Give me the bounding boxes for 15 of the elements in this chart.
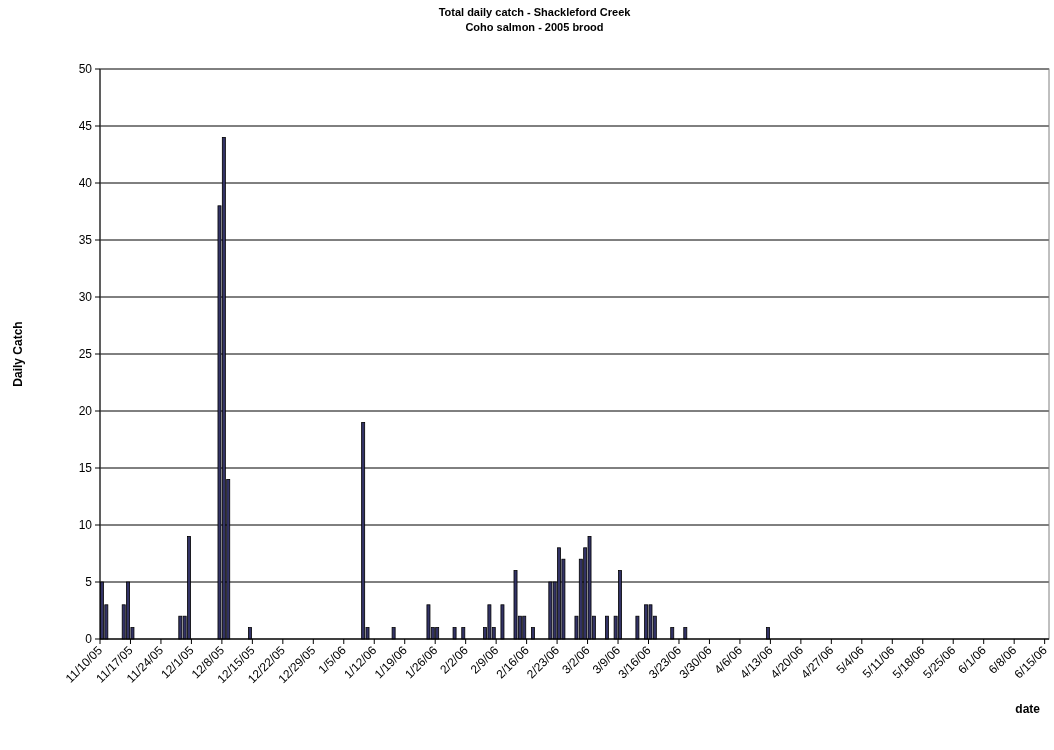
y-tick-label: 30 [78,290,93,304]
chart-title: Total daily catch - Shackleford Creek [438,6,632,18]
y-axis-title: Daily Catch [11,321,25,387]
y-tick-label: 10 [78,518,93,532]
y-tick-label: 20 [78,404,93,418]
y-tick-label: 35 [78,233,93,247]
y-tick-label: 25 [78,347,93,361]
y-tick-label: 45 [78,119,93,133]
y-tick-label: 5 [85,575,93,589]
y-tick-label: 50 [78,62,93,76]
x-axis-title: date [1015,702,1041,716]
y-tick-label: 0 [85,632,93,646]
y-tick-label: 40 [78,176,93,190]
y-tick-label: 15 [78,461,93,475]
chart-subtitle: Coho salmon - 2005 brood [465,21,604,33]
